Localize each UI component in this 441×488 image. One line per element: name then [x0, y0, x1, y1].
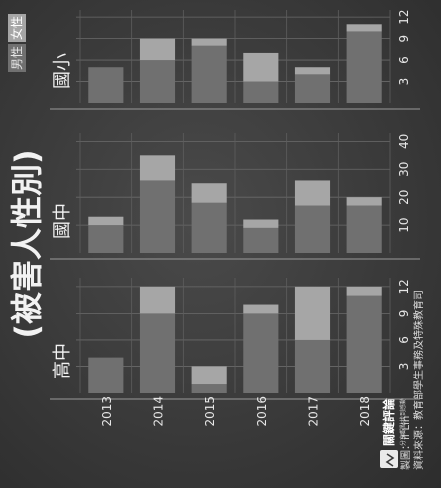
tick-label: 9 — [397, 35, 411, 43]
bar-female — [139, 38, 176, 61]
bar-male — [139, 60, 176, 103]
bar-male — [346, 295, 382, 393]
bar-female — [294, 67, 331, 75]
bar-female — [191, 366, 227, 385]
year-label: 2014 — [152, 396, 166, 427]
legend-label-female: 女性 — [9, 16, 24, 40]
legend-swatch-male — [8, 44, 26, 72]
panel-title: 高中 — [52, 343, 73, 379]
bar-male — [191, 384, 227, 393]
panel-title: 國小 — [52, 53, 73, 89]
bar-male — [191, 45, 227, 103]
chart-panel: 10 20 30 40 國中 — [50, 133, 420, 260]
credit-source: 資料來源：教育部學生事務及特殊教育司 — [412, 290, 425, 470]
bar-male — [294, 339, 331, 393]
bar-male — [346, 205, 382, 253]
page-title: (被害人性別) — [8, 149, 46, 338]
tick-label: 10 — [397, 217, 411, 232]
bar-female — [243, 52, 279, 82]
bar-male — [88, 67, 124, 103]
brand-tagline: 分享觀點找到感動 — [399, 398, 407, 446]
year-label: 2016 — [255, 396, 269, 427]
tick-label: 12 — [397, 10, 411, 25]
tick-label: 12 — [397, 279, 411, 294]
wave-logo-icon — [380, 450, 398, 468]
bar-male — [294, 205, 331, 253]
year-label: 2015 — [203, 396, 217, 427]
bar-male — [139, 180, 176, 253]
year-label: 2017 — [307, 396, 321, 427]
bar-female — [294, 286, 331, 340]
legend-swatch-female — [8, 14, 26, 42]
year-label: 2013 — [100, 396, 114, 427]
year-axis: 2013 2014 2015 2016 2017 2018 — [100, 396, 372, 427]
bar-male — [243, 227, 279, 253]
bar-male — [243, 81, 279, 103]
bar-male — [88, 225, 124, 253]
bar-female — [191, 183, 227, 203]
tick-label: 30 — [397, 162, 411, 177]
bar-male — [88, 357, 124, 393]
tick-label: 40 — [397, 134, 411, 149]
tick-label: 6 — [397, 336, 411, 344]
chart-panel: 3 6 9 12 國小 — [50, 10, 420, 110]
credit-maker: 製圖：if Lin — [399, 416, 412, 470]
tick-label: 3 — [397, 78, 411, 86]
bar-female — [346, 24, 382, 32]
bar-female — [88, 216, 124, 226]
bar-male — [191, 202, 227, 253]
bar-female — [346, 286, 382, 296]
bar-male — [243, 313, 279, 393]
wave-logo-mark — [385, 453, 395, 467]
bar-female — [139, 155, 176, 181]
bar-male — [346, 31, 382, 103]
brand-name: 關鍵評論 — [381, 397, 396, 446]
bar-female — [243, 304, 279, 314]
bar-female — [139, 286, 176, 314]
bar-female — [191, 38, 227, 46]
chart-panels: 3 6 9 12 高中 10 20 30 40 國中 3 6 9 12 國小 — [50, 10, 420, 400]
tick-label: 6 — [397, 56, 411, 64]
tick-label: 3 — [397, 363, 411, 371]
legend-label-male: 男性 — [10, 46, 24, 70]
bar-female — [346, 197, 382, 206]
tick-label: 9 — [397, 310, 411, 318]
bar-male — [294, 74, 331, 103]
bar-female — [243, 219, 279, 228]
brand: 關鍵評論 分享觀點找到感動 — [380, 397, 407, 468]
year-label: 2018 — [358, 396, 372, 427]
bar-female — [294, 180, 331, 206]
bar-male — [139, 313, 176, 393]
legend: 男性 女性 — [8, 14, 26, 72]
chart-panel: 3 6 9 12 高中 — [50, 278, 420, 400]
panel-title: 國中 — [52, 203, 73, 239]
tick-label: 20 — [397, 190, 411, 205]
